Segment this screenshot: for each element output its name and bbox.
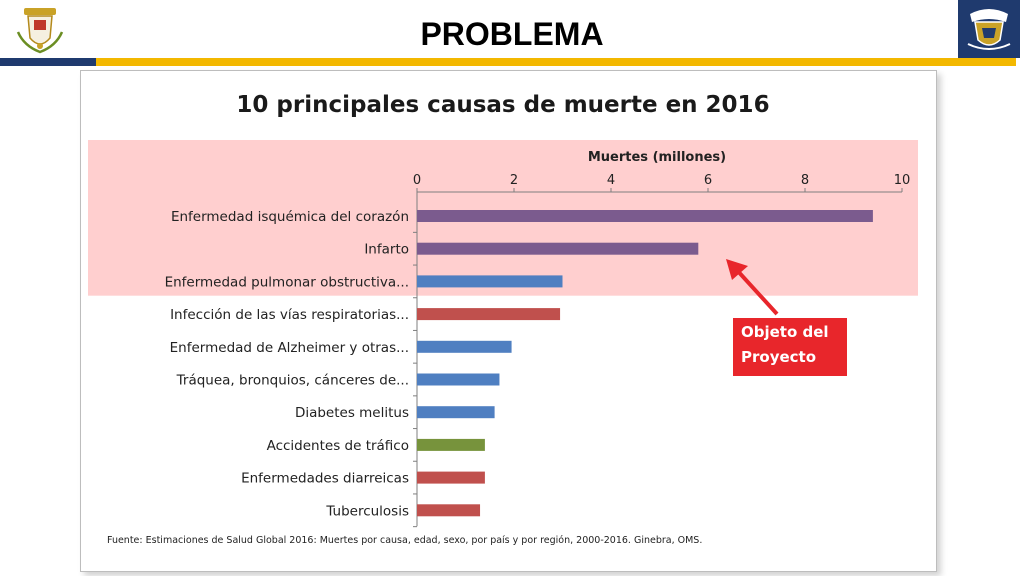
header: PROBLEMA [0,0,1024,58]
naval-school-shield-icon [958,0,1020,58]
header-gold-stripe [96,58,1016,66]
category-label: Accidentes de tráfico [267,438,409,454]
category-label: Tráquea, bronquios, cánceres de... [176,373,409,389]
callout-arrow-head [726,259,748,280]
bar [417,406,495,419]
x-tick-label: 8 [801,173,809,188]
x-tick-label: 4 [607,173,615,188]
x-tick-label: 10 [894,173,911,188]
page-title: PROBLEMA [420,16,604,52]
x-tick-label: 6 [704,173,712,188]
callout-line-1: Objeto del [741,323,829,341]
chart-source-note: Fuente: Estimaciones de Salud Global 201… [107,535,703,546]
category-label: Tuberculosis [325,503,409,519]
category-label: Enfermedad pulmonar obstructiva... [165,274,409,290]
category-label: Infarto [364,242,409,258]
bar [417,438,485,451]
bar [417,471,485,484]
bar [417,308,561,321]
callout-arrow-shaft [733,266,779,316]
header-navy-stripe [0,58,96,66]
category-label: Enfermedad isquémica del corazón [171,209,409,225]
project-callout: Objeto del Proyecto [733,318,847,376]
category-label: Enfermedad de Alzheimer y otras... [170,340,409,356]
x-tick-label: 2 [510,173,518,188]
callout-line-2: Proyecto [741,348,817,366]
category-label: Diabetes melitus [295,405,409,421]
chart-title: 10 principales causas de muerte en 2016 [236,92,769,118]
bar [417,340,512,353]
bar [417,504,481,517]
category-label: Infección de las vías respiratorias... [170,307,409,323]
bar [417,210,873,222]
bar [417,242,699,255]
bar [417,373,500,386]
x-tick-label: 0 [413,173,421,188]
x-axis-label: Muertes (millones) [588,150,726,165]
bar-chart: 10 principales causas de muerte en 2016 M… [88,92,918,528]
category-label: Enfermedades diarreicas [241,471,409,487]
navy-coat-of-arms-icon [16,8,64,54]
bar [417,275,563,288]
